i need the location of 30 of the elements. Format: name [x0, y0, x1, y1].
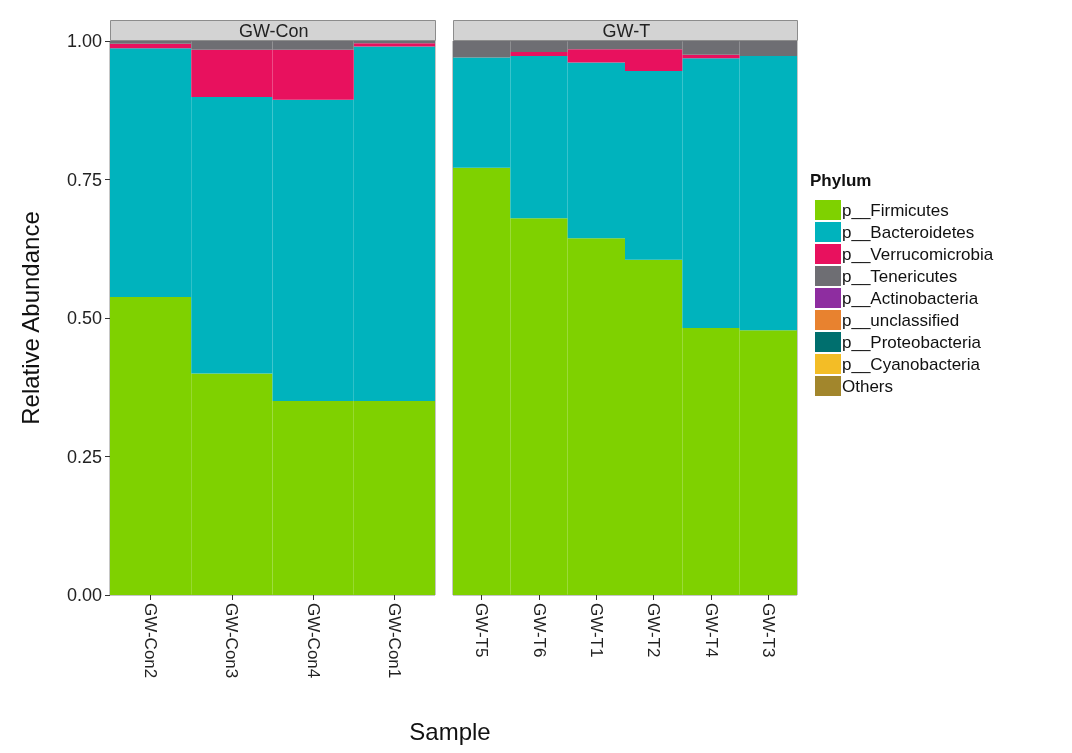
y-tick-label: 0.50: [66, 308, 102, 328]
legend-label: p__Firmicutes: [842, 200, 949, 220]
legend-label: p__Verrucomicrobia: [842, 244, 994, 264]
y-tick-label: 0.25: [66, 446, 102, 467]
legend-label: p__Bacteroidetes: [842, 222, 975, 242]
x-tick-label: GW-Con3: [222, 603, 242, 679]
x-tick-label: GW-T3: [758, 603, 778, 658]
x-tick-label: GW-Con2: [141, 603, 161, 679]
x-axis-title: Sample: [408, 718, 492, 746]
x-tick-label: GW-T2: [644, 603, 664, 658]
legend-label: p__Tenericutes: [842, 266, 958, 286]
y-tick-label: 1.00: [66, 31, 102, 51]
x-tick-label: GW-Con4: [303, 603, 323, 679]
legend-label: Others: [842, 376, 894, 396]
legend-label: p__Proteobacteria: [842, 332, 982, 352]
legend-title: Phylum: [810, 171, 872, 190]
x-tick-label: GW-T1: [586, 603, 606, 658]
y-axis-title: Relative Abundance: [16, 211, 44, 425]
y-tick-label: 0.75: [66, 169, 102, 190]
bar: [110, 43, 192, 49]
x-tick-label: GW-T5: [472, 603, 492, 658]
chart-title: GW-Con: [238, 21, 309, 41]
legend-label: p__Actinobacteria: [842, 288, 979, 308]
x-tick-label: GW-Con1: [384, 603, 404, 679]
legend-label: p__unclassified: [842, 310, 960, 330]
y-tick-label: 0.00: [66, 585, 102, 605]
chart-title: GW-T: [602, 21, 651, 41]
legend-label: p__Cyanobacteria: [842, 354, 981, 374]
x-tick-label: GW-T6: [529, 603, 549, 658]
x-tick-label: GW-T4: [701, 603, 721, 658]
